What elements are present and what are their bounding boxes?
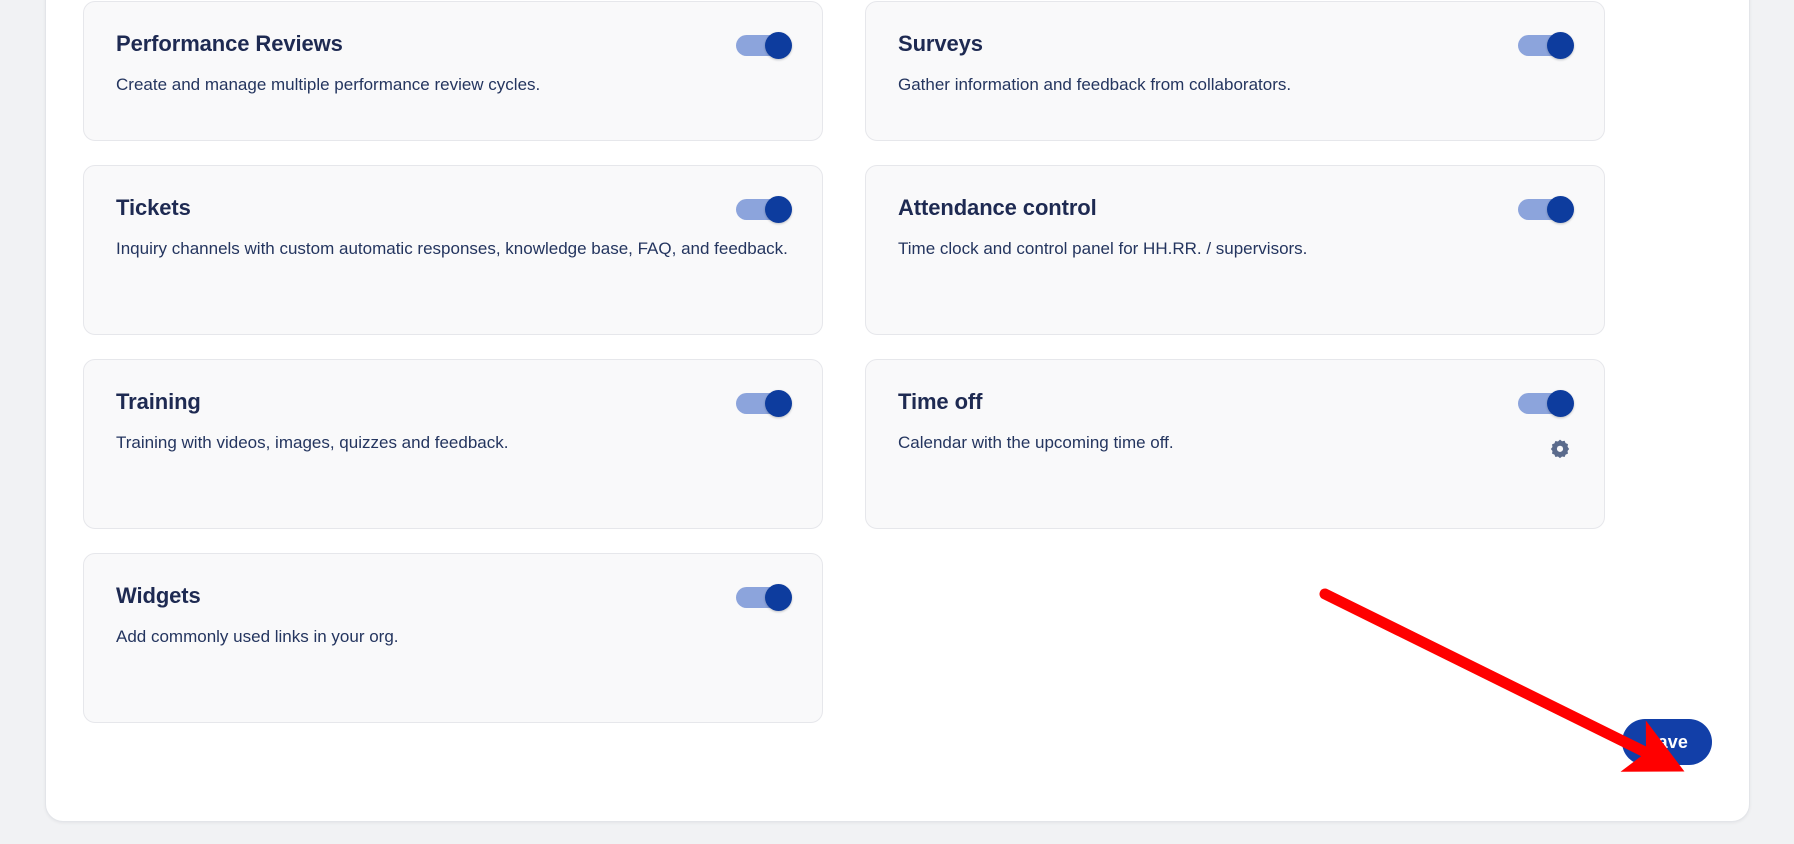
card-title: Time off [898,389,983,414]
feature-card-tickets: Tickets Inquiry channels with custom aut… [83,165,823,335]
feature-card-surveys: Surveys Gather information and feedback … [865,1,1605,141]
toggle-knob [765,196,792,223]
settings-panel: Performance Reviews Create and manage mu… [45,0,1750,822]
card-title: Widgets [116,583,201,608]
toggle-knob [765,390,792,417]
save-button[interactable]: Save [1621,719,1712,765]
toggle-time-off[interactable] [1518,390,1574,417]
card-description: Inquiry channels with custom automatic r… [116,239,788,258]
feature-card-widgets: Widgets Add commonly used links in your … [83,553,823,723]
toggle-attendance-control[interactable] [1518,196,1574,223]
feature-card-time-off: Time off Calendar with the upcoming time… [865,359,1605,529]
toggle-widgets[interactable] [736,584,792,611]
toggle-performance-reviews[interactable] [736,32,792,59]
card-description: Add commonly used links in your org. [116,627,399,646]
card-description: Gather information and feedback from col… [898,75,1292,94]
toggle-tickets[interactable] [736,196,792,223]
feature-cards-grid: Performance Reviews Create and manage mu… [83,1,1714,723]
toggle-knob [1547,390,1574,417]
feature-card-performance-reviews: Performance Reviews Create and manage mu… [83,1,823,141]
card-title: Attendance control [898,195,1097,220]
card-title: Training [116,389,201,414]
card-description: Create and manage multiple performance r… [116,75,541,94]
card-description: Training with videos, images, quizzes an… [116,433,509,452]
card-title: Surveys [898,31,983,56]
gear-icon[interactable] [1548,438,1572,462]
feature-card-training: Training Training with videos, images, q… [83,359,823,529]
toggle-knob [765,32,792,59]
card-title: Performance Reviews [116,31,343,56]
feature-card-attendance-control: Attendance control Time clock and contro… [865,165,1605,335]
toggle-surveys[interactable] [1518,32,1574,59]
card-description: Calendar with the upcoming time off. [898,433,1174,452]
toggle-knob [1547,196,1574,223]
toggle-training[interactable] [736,390,792,417]
toggle-knob [1547,32,1574,59]
card-description: Time clock and control panel for HH.RR. … [898,239,1308,258]
card-title: Tickets [116,195,191,220]
toggle-knob [765,584,792,611]
